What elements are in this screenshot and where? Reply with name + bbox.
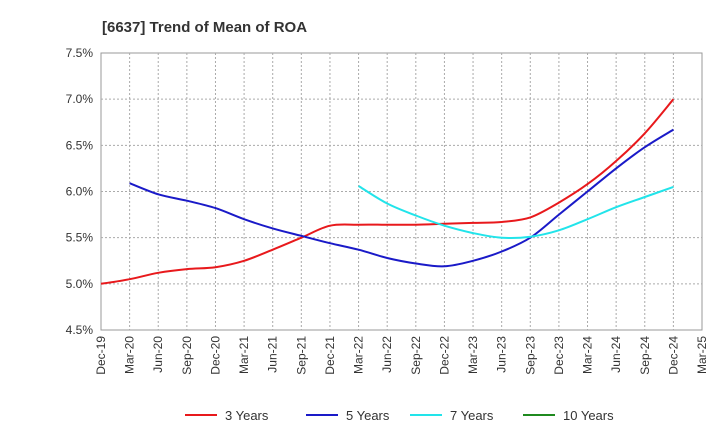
x-tick-label: Mar-25 bbox=[695, 336, 709, 374]
grid-lines bbox=[101, 53, 702, 330]
x-tick-label: Jun-23 bbox=[495, 336, 509, 373]
x-tick-label: Mar-24 bbox=[581, 336, 595, 374]
series-line-5-years bbox=[129, 128, 674, 268]
x-tick-label: Jun-24 bbox=[609, 336, 623, 373]
x-tick-label: Dec-23 bbox=[552, 336, 566, 375]
series-line-7-years bbox=[358, 185, 674, 239]
series-lines bbox=[100, 98, 675, 285]
legend-label: 7 Years bbox=[450, 408, 494, 423]
x-tick-label: Sep-20 bbox=[180, 336, 194, 375]
legend-label: 10 Years bbox=[563, 408, 614, 423]
x-tick-label: Dec-24 bbox=[666, 336, 680, 375]
x-tick-label: Dec-21 bbox=[323, 336, 337, 375]
x-tick-label: Dec-19 bbox=[94, 336, 108, 375]
x-tick-label: Dec-22 bbox=[437, 336, 451, 375]
x-tick-label: Jun-22 bbox=[380, 336, 394, 373]
y-axis-ticks: 4.5% 5.0% 5.5% 6.0% 6.5% 7.0% 7.5% bbox=[66, 46, 94, 337]
x-tick-label: Sep-24 bbox=[638, 336, 652, 375]
x-tick-label: Mar-23 bbox=[466, 336, 480, 374]
x-tick-label: Sep-23 bbox=[523, 336, 537, 375]
y-tick-label: 5.5% bbox=[66, 231, 94, 245]
x-tick-label: Dec-20 bbox=[208, 336, 222, 375]
x-tick-label: Mar-20 bbox=[123, 336, 137, 374]
x-tick-label: Jun-21 bbox=[266, 336, 280, 373]
legend: 3 Years 5 Years 7 Years 10 Years bbox=[185, 408, 614, 423]
x-tick-label: Mar-22 bbox=[352, 336, 366, 374]
y-tick-label: 7.0% bbox=[66, 92, 94, 106]
y-tick-label: 7.5% bbox=[66, 46, 94, 60]
y-tick-label: 6.5% bbox=[66, 138, 94, 152]
legend-label: 5 Years bbox=[346, 408, 390, 423]
x-tick-label: Sep-22 bbox=[409, 336, 423, 375]
legend-label: 3 Years bbox=[225, 408, 269, 423]
y-tick-label: 5.0% bbox=[66, 277, 94, 291]
y-tick-label: 4.5% bbox=[66, 323, 94, 337]
series-line-3-years bbox=[100, 98, 675, 285]
x-tick-label: Mar-21 bbox=[237, 336, 251, 374]
x-axis-ticks: Dec-19 Mar-20 Jun-20 Sep-20 Dec-20 Mar-21 Jun-… bbox=[94, 336, 709, 375]
x-tick-label: Jun-20 bbox=[151, 336, 165, 373]
y-tick-label: 6.0% bbox=[66, 185, 94, 199]
x-tick-label: Sep-21 bbox=[294, 336, 308, 375]
chart-title: [6637] Trend of Mean of ROA bbox=[102, 19, 307, 36]
